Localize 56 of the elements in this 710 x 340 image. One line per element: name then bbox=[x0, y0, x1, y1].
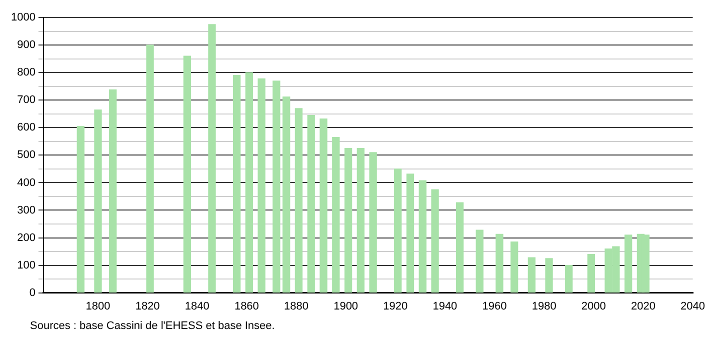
x-tick-label: 1800 bbox=[86, 300, 110, 312]
bar bbox=[183, 56, 192, 293]
bar bbox=[418, 180, 426, 293]
x-tick-label: 1920 bbox=[383, 300, 408, 312]
source-note: Sources : base Cassini de l'EHESS et base Insee. bbox=[30, 320, 276, 332]
x-tick-label: 2000 bbox=[581, 300, 606, 312]
y-tick-label: 400 bbox=[17, 176, 36, 189]
bar bbox=[208, 24, 216, 293]
bar bbox=[431, 189, 439, 293]
x-tick-label: 2040 bbox=[680, 300, 706, 312]
bar bbox=[320, 118, 328, 293]
bar bbox=[258, 78, 266, 293]
y-tick-label: 700 bbox=[17, 94, 36, 106]
y-tick-label: 900 bbox=[17, 39, 36, 52]
bar bbox=[394, 168, 402, 293]
bar bbox=[476, 230, 484, 293]
bar bbox=[369, 152, 377, 293]
bar bbox=[245, 72, 253, 293]
bar bbox=[456, 202, 464, 293]
bar bbox=[496, 234, 504, 293]
x-tick-label: 1960 bbox=[482, 300, 507, 312]
bar bbox=[76, 126, 84, 293]
bar bbox=[587, 254, 595, 293]
y-tick-label: 100 bbox=[17, 259, 36, 272]
bar bbox=[282, 96, 290, 293]
x-tick-label: 1880 bbox=[284, 300, 308, 312]
bar bbox=[356, 148, 365, 293]
bar bbox=[94, 109, 102, 293]
x-tick-label: 1860 bbox=[234, 300, 259, 312]
bar bbox=[528, 257, 536, 293]
x-tick-label: 1900 bbox=[334, 300, 358, 312]
bar bbox=[545, 258, 553, 293]
x-tick-label: 2020 bbox=[630, 300, 656, 312]
bar bbox=[510, 242, 518, 293]
y-tick-label: 0 bbox=[29, 286, 36, 299]
y-tick-label: 300 bbox=[17, 204, 36, 216]
y-tick-label: 200 bbox=[17, 232, 36, 244]
bar bbox=[109, 89, 117, 293]
x-tick-label: 1980 bbox=[532, 300, 556, 312]
bar bbox=[307, 114, 315, 293]
y-tick-label: 500 bbox=[17, 149, 36, 162]
x-tick-label: 1940 bbox=[432, 300, 458, 312]
bar bbox=[146, 44, 154, 293]
bar bbox=[332, 136, 340, 293]
y-tick-label: 600 bbox=[17, 122, 36, 134]
bar bbox=[565, 264, 573, 293]
bar bbox=[294, 108, 303, 293]
bar bbox=[344, 148, 352, 293]
bar bbox=[624, 234, 632, 293]
bar bbox=[406, 174, 414, 293]
bar bbox=[232, 75, 241, 293]
bar bbox=[272, 80, 280, 293]
y-tick-label: 1000 bbox=[10, 12, 36, 24]
x-tick-label: 1820 bbox=[135, 300, 160, 312]
y-tick-label: 800 bbox=[17, 66, 36, 79]
x-tick-label: 1840 bbox=[184, 300, 210, 312]
